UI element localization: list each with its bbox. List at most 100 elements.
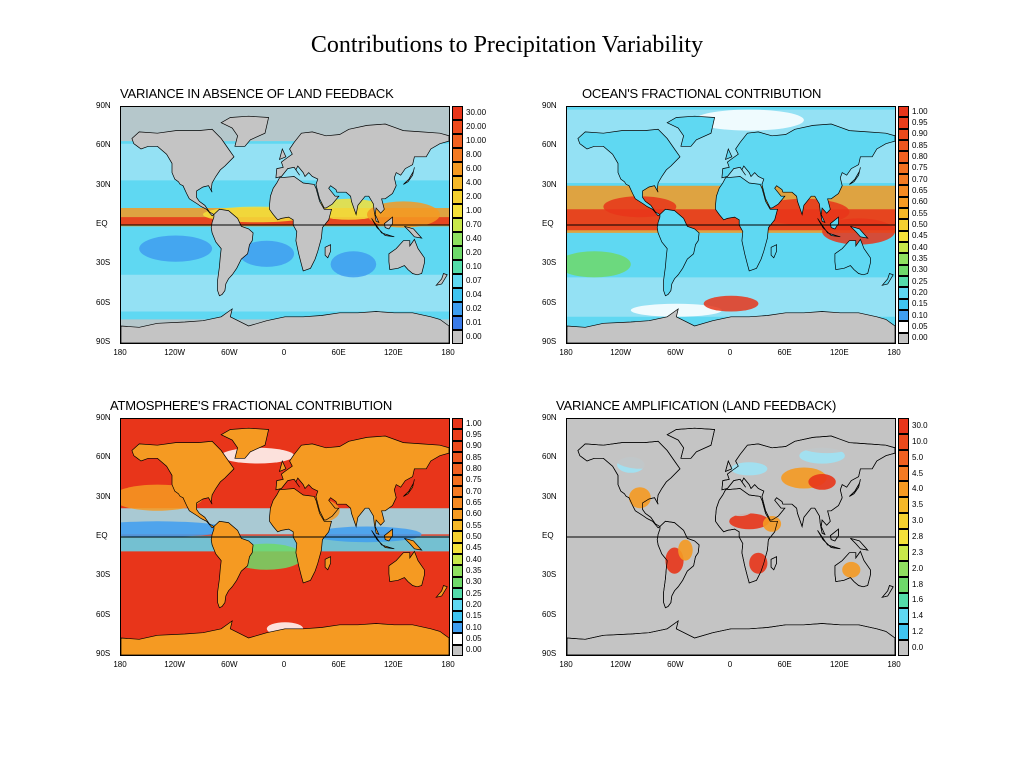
colorbar-label: 1.8 <box>912 579 924 589</box>
colorbar-swatch <box>452 418 463 430</box>
lon-tick-label: 180 <box>559 348 573 357</box>
colorbar-label: 0.40 <box>912 242 928 252</box>
lat-tick-label: 30N <box>542 179 557 189</box>
colorbar-swatch <box>898 608 909 625</box>
colorbar-label: 5.0 <box>912 452 924 462</box>
colorbar-label: 1.00 <box>912 106 928 116</box>
colorbar-swatch <box>452 610 463 622</box>
coastline-borneo <box>383 216 393 230</box>
colorbar-label: 0.15 <box>912 299 928 309</box>
colorbar-label: 0.04 <box>466 290 482 299</box>
lat-tick-label: 60N <box>96 452 111 462</box>
colorbar-label: 0.20 <box>466 248 482 257</box>
colorbar-swatch <box>452 246 463 260</box>
colorbar-swatch <box>452 474 463 486</box>
colorbar-swatch <box>452 302 463 316</box>
coastline-eurasia <box>275 123 449 224</box>
colorbar-label: 0.70 <box>466 486 482 496</box>
coastline-antarctica <box>567 308 895 343</box>
lon-tick-label: 180 <box>113 348 127 357</box>
panel-title: OCEAN'S FRACTIONAL CONTRIBUTION <box>582 86 822 101</box>
colorbar-label: 1.4 <box>912 611 924 621</box>
lon-tick-label: 180 <box>887 348 901 357</box>
lat-tick-label: 30S <box>96 570 111 580</box>
colorbar-label: 3.0 <box>912 516 924 526</box>
lon-tick-label: 120E <box>829 660 849 669</box>
colorbar-swatch <box>898 513 909 530</box>
lon-tick-label: 60W <box>667 660 684 669</box>
colorbar-swatch <box>452 274 463 288</box>
lat-tick-label: 60S <box>96 297 111 307</box>
colorbar-swatch <box>898 151 909 163</box>
lat-tick-label: 60N <box>542 452 557 462</box>
lat-tick-label: 90S <box>542 337 557 346</box>
lon-tick-label: 60E <box>777 348 792 357</box>
colorbar-label: 0.55 <box>912 208 928 218</box>
colorbar-label: 0.95 <box>466 430 482 439</box>
colorbar-label: 0.10 <box>912 310 928 320</box>
colorbar-label: 0.30 <box>912 265 928 275</box>
map-field <box>567 107 895 343</box>
lat-tick-label: 90S <box>542 649 557 658</box>
coastline-indonesia <box>817 218 841 238</box>
colorbar-swatch <box>452 486 463 498</box>
colorbar-swatch <box>452 134 463 148</box>
lon-tick-label: 180 <box>887 660 901 669</box>
colorbar-swatch <box>898 465 909 482</box>
coastline-australia <box>834 238 871 276</box>
colorbar-label: 0.45 <box>912 231 928 241</box>
colorbar-swatch <box>452 644 463 656</box>
lat-tick-label: EQ <box>96 531 108 540</box>
coastline-madagascar <box>770 244 777 259</box>
map-variance <box>120 106 450 344</box>
colorbar-swatch <box>898 185 909 197</box>
colorbar-label: 4.0 <box>912 484 924 494</box>
colorbar-swatch <box>898 117 909 129</box>
colorbar-label: 0.05 <box>912 322 928 331</box>
map-field <box>121 107 449 343</box>
colorbar-label: 0.50 <box>912 220 928 229</box>
coastline-japan <box>849 167 861 185</box>
colorbar-swatch <box>452 176 463 190</box>
coastline-uk <box>278 459 287 472</box>
colorbar-label: 30.0 <box>912 420 928 430</box>
colorbar-label: 0.25 <box>466 588 482 598</box>
colorbar-swatch <box>898 433 909 450</box>
colorbar-swatch <box>452 622 463 634</box>
colorbar-label: 0.10 <box>466 262 482 271</box>
colorbar-swatch <box>898 106 909 118</box>
colorbar-swatch <box>452 330 463 344</box>
colorbar: 1.00 0.95 0.90 0.85 0.80 0.75 0.70 0.65 0.60 0.55… <box>898 106 958 344</box>
lon-tick-label: 60W <box>221 660 238 669</box>
lon-tick-label: 0 <box>727 348 733 357</box>
lat-tick-label: 60S <box>96 609 111 619</box>
colorbar-swatch <box>452 162 463 176</box>
colorbar-swatch <box>898 208 909 220</box>
coastline-antarctica <box>121 620 449 655</box>
coastline-nguinea <box>850 225 869 239</box>
coastline-indonesia <box>371 218 395 238</box>
lat-tick-label: 60N <box>542 140 557 150</box>
lat-tick-label: 90N <box>96 413 111 422</box>
colorbar-label: 20.00 <box>466 122 487 131</box>
lat-tick-label: 30S <box>542 258 557 268</box>
coastline-japan <box>403 167 415 185</box>
colorbar-swatch <box>452 190 463 204</box>
lon-tick-label: 180 <box>113 660 127 669</box>
colorbar-label: 0.01 <box>466 318 482 327</box>
lon-tick-label: 180 <box>441 660 455 669</box>
colorbar-label: 0.65 <box>912 186 928 195</box>
coastline-eurasia <box>275 435 449 536</box>
colorbar-label: 4.00 <box>466 178 482 187</box>
coastline-australia <box>388 550 425 588</box>
colorbar-swatch <box>452 232 463 246</box>
lon-tick-label: 60E <box>777 660 792 669</box>
colorbar-swatch <box>452 288 463 302</box>
colorbar-swatch <box>452 588 463 600</box>
lon-tick-label: 120W <box>610 660 632 669</box>
colorbar-swatch <box>898 264 909 276</box>
colorbar-label: 6.00 <box>466 164 482 173</box>
lon-tick-label: 120E <box>383 660 403 669</box>
lat-tick-label: 30S <box>96 258 111 268</box>
colorbar-label: 0.45 <box>466 543 482 553</box>
